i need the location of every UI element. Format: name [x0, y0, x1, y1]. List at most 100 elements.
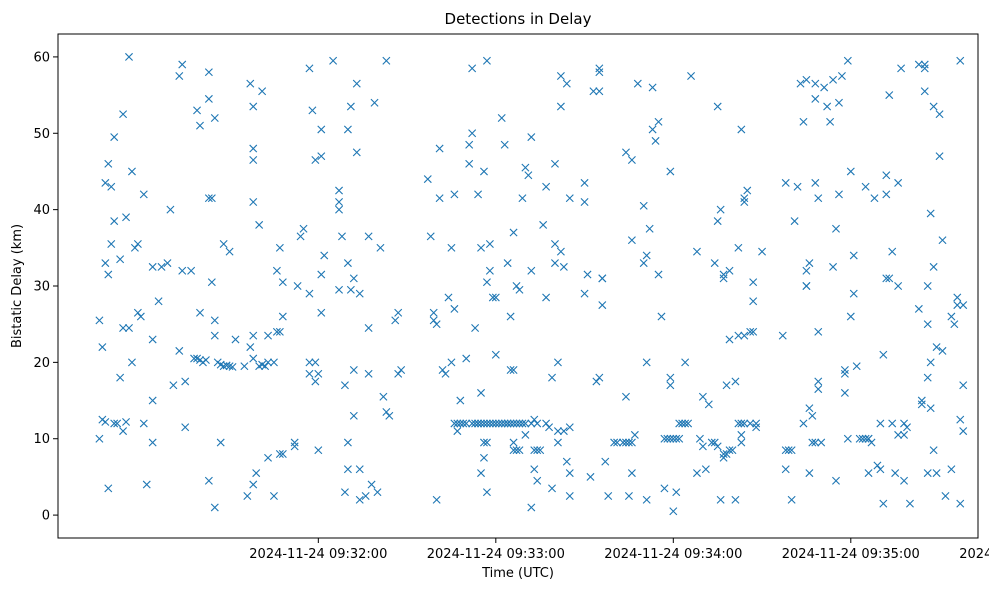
- data-point: [548, 373, 557, 382]
- data-point: [829, 75, 838, 84]
- data-point: [914, 60, 923, 69]
- data-point: [917, 396, 926, 405]
- data-point: [894, 178, 903, 187]
- data-point: [450, 190, 459, 199]
- data-point: [459, 419, 468, 428]
- data-point: [450, 304, 459, 313]
- data-point: [107, 182, 116, 191]
- data-point: [320, 251, 329, 260]
- y-tick-label: 10: [33, 432, 50, 447]
- data-point: [225, 362, 234, 371]
- data-point: [426, 232, 435, 241]
- data-point: [719, 274, 728, 283]
- data-point: [580, 178, 589, 187]
- data-point: [864, 469, 873, 478]
- data-point: [204, 476, 213, 485]
- data-point: [210, 331, 219, 340]
- data-point: [193, 106, 202, 115]
- data-point: [704, 400, 713, 409]
- data-point: [684, 419, 693, 428]
- data-point: [343, 125, 352, 134]
- data-point: [692, 247, 701, 256]
- data-point: [518, 194, 527, 203]
- data-point: [849, 251, 858, 260]
- data-point: [900, 419, 909, 428]
- data-point: [527, 266, 536, 275]
- data-point: [275, 327, 284, 336]
- data-point: [669, 434, 678, 443]
- data-point: [521, 419, 530, 428]
- data-point: [707, 438, 716, 447]
- data-point: [361, 492, 370, 500]
- data-point: [956, 499, 965, 508]
- data-point: [139, 419, 148, 428]
- data-point: [823, 102, 832, 111]
- data-point: [219, 240, 228, 248]
- data-point: [482, 278, 491, 287]
- data-point: [533, 419, 542, 428]
- data-point: [666, 373, 675, 382]
- data-point: [113, 419, 122, 428]
- data-point: [746, 419, 755, 428]
- data-point: [900, 430, 909, 439]
- data-point: [314, 446, 323, 455]
- data-point: [672, 434, 681, 443]
- data-point: [169, 381, 178, 390]
- data-point: [343, 438, 352, 447]
- data-point: [314, 369, 323, 378]
- data-point: [580, 198, 589, 206]
- data-point: [515, 285, 524, 294]
- data-point: [814, 377, 823, 386]
- data-point: [474, 419, 483, 428]
- data-point: [619, 438, 628, 447]
- data-point: [506, 312, 515, 321]
- data-point: [349, 411, 358, 420]
- data-point: [201, 356, 210, 365]
- data-point: [488, 293, 497, 302]
- data-point: [275, 450, 284, 458]
- data-point: [959, 427, 968, 436]
- data-point: [127, 358, 136, 367]
- data-point: [737, 419, 746, 428]
- data-point: [530, 415, 539, 424]
- data-point: [737, 125, 746, 134]
- data-point: [672, 488, 681, 497]
- data-point: [888, 419, 897, 428]
- data-point: [713, 442, 722, 451]
- data-point: [355, 495, 364, 504]
- data-point: [530, 446, 539, 455]
- data-point: [920, 87, 929, 96]
- data-point: [524, 171, 533, 180]
- data-point: [343, 465, 352, 474]
- data-point: [166, 205, 175, 214]
- data-point: [713, 102, 722, 111]
- data-point: [565, 469, 574, 478]
- data-point: [429, 308, 438, 317]
- data-point: [746, 327, 755, 336]
- data-point: [891, 469, 900, 478]
- data-point: [749, 278, 758, 287]
- data-point: [926, 209, 935, 218]
- data-point: [834, 98, 843, 107]
- data-point: [716, 205, 725, 214]
- y-tick-label: 40: [33, 203, 50, 218]
- data-point: [305, 64, 314, 73]
- data-point: [542, 293, 551, 302]
- data-point: [808, 438, 817, 447]
- data-point: [666, 167, 675, 176]
- data-point: [553, 427, 562, 436]
- data-point: [107, 240, 116, 248]
- x-tick-label: 2024-11-24 09:35:00: [782, 547, 920, 562]
- data-point: [610, 438, 619, 447]
- data-point: [125, 324, 133, 332]
- data-point: [494, 419, 503, 428]
- data-point: [485, 266, 494, 275]
- x-tick-label: 2024-11-24 09:34:00: [604, 547, 742, 562]
- data-point: [127, 167, 136, 176]
- data-point: [832, 476, 840, 485]
- data-point: [595, 68, 604, 77]
- data-point: [506, 366, 515, 374]
- data-point: [506, 419, 515, 428]
- data-point: [920, 60, 929, 69]
- data-point: [139, 190, 148, 199]
